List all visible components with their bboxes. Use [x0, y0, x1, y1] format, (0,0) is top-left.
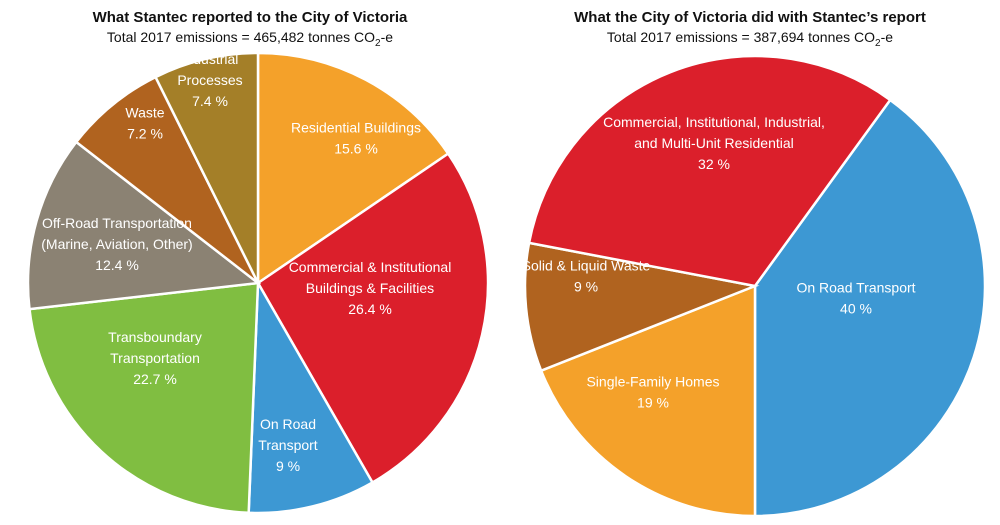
slice-value-label: 9 %: [574, 279, 598, 295]
slice-value-label: 12.4 %: [95, 257, 139, 273]
pie-slice: [523, 241, 760, 373]
slice-value-label: 32 %: [698, 156, 730, 172]
slice-category-label: Transport: [258, 437, 318, 453]
slice-label: On Road Transport 40 %: [796, 280, 915, 317]
pie-slice: [26, 140, 262, 311]
slice-category-label: Residential Buildings: [291, 120, 421, 136]
pie-slice: [74, 75, 260, 284]
chart-subtitle: Total 2017 emissions = 465,482 tonnes CO…: [0, 29, 500, 49]
chart-subtitle: Total 2017 emissions = 387,694 tonnes CO…: [500, 29, 1000, 49]
pie-slice: [753, 98, 987, 518]
slice-category-label: Waste: [125, 105, 164, 121]
slice-label: Single-Family Homes 19 %: [586, 374, 719, 411]
subtitle-subscript: 2: [875, 37, 881, 49]
slice-category-label: Solid & Liquid Waste: [522, 258, 651, 274]
slice-label: Residential Buildings 15.6 %: [291, 120, 421, 157]
pie-slice: [256, 151, 490, 485]
slice-category-label: On Road: [260, 416, 316, 432]
slice-value-label: 40 %: [840, 301, 872, 317]
slice-category-label: Industrial: [182, 51, 239, 67]
pie-slice: [256, 51, 450, 286]
slice-value-label: 9 %: [276, 458, 300, 474]
slice-value-label: 26.4 %: [348, 301, 392, 317]
slice-category-label: Commercial & Institutional: [289, 259, 452, 275]
slice-label: Transboundary Transportation 22.7 %: [108, 329, 202, 387]
slice-label: Off-Road Transportation (Marine, Aviation…: [41, 215, 192, 273]
subtitle-suffix: -e: [380, 29, 394, 45]
slice-category-label: Buildings & Facilities: [306, 280, 434, 296]
slice-value-label: 19 %: [637, 395, 669, 411]
slice-label: Solid & Liquid Waste 9 %: [522, 258, 651, 295]
slice-label: Commercial, Institutional, Industrial, an…: [603, 114, 825, 172]
subtitle-text: Total 2017 emissions = 387,694 tonnes CO: [606, 29, 876, 45]
slice-label: Commercial & Institutional Buildings & Fa…: [289, 259, 452, 317]
slice-category-label: Commercial, Institutional, Industrial,: [603, 114, 825, 130]
slice-value-label: 22.7 %: [133, 371, 177, 387]
stantec-pie-chart: What Stantec reported to the City of Vic…: [0, 9, 500, 515]
slice-label: Waste 7.2 %: [125, 105, 164, 142]
slice-category-label: and Multi-Unit Residential: [634, 135, 794, 151]
slice-category-label: Single-Family Homes: [586, 374, 719, 390]
slice-label: Industrial Processes 7.4 %: [177, 51, 242, 109]
chart-title: What the City of Victoria did with Stant…: [574, 9, 926, 26]
pie-svg: On Road Transport 40 % Single-Family Homes…: [522, 54, 987, 518]
subtitle-suffix: -e: [880, 29, 894, 45]
subtitle-text: Total 2017 emissions = 465,482 tonnes CO: [106, 29, 376, 45]
slice-value-label: 7.2 %: [127, 126, 163, 142]
chart-title: What Stantec reported to the City of Vic…: [92, 9, 408, 26]
slice-category-label: Off-Road Transportation: [42, 215, 192, 231]
slice-category-label: On Road Transport: [796, 280, 915, 296]
subtitle-subscript: 2: [375, 37, 381, 49]
pie-slice: [28, 281, 260, 515]
slice-label: On Road Transport 9 %: [258, 416, 318, 474]
slice-category-label: Transboundary: [108, 329, 202, 345]
pie-svg: Residential Buildings 15.6 % Commercial & …: [26, 51, 490, 515]
pie-slice: [153, 51, 260, 284]
slice-category-label: Transportation: [110, 350, 200, 366]
city-pie-chart: What the City of Victoria did with Stant…: [500, 0, 1000, 525]
slice-category-label: (Marine, Aviation, Other): [41, 236, 192, 252]
pie-slice: [539, 284, 757, 518]
slice-value-label: 7.4 %: [192, 93, 228, 109]
pie-slice: [527, 54, 892, 288]
pie-slice: [247, 278, 375, 515]
slice-category-label: Processes: [177, 72, 242, 88]
slice-value-label: 15.6 %: [334, 141, 378, 157]
